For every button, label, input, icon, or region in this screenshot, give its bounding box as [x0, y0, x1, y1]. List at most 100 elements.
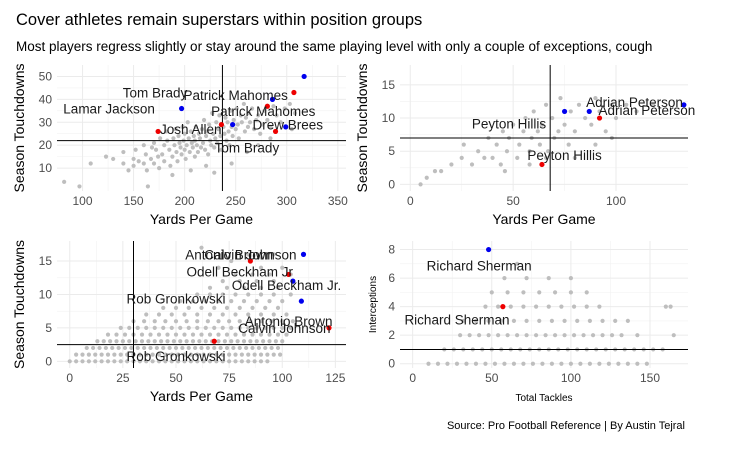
y-tick-label: 0	[45, 354, 52, 368]
background-point	[603, 129, 608, 134]
background-point	[265, 352, 270, 357]
background-point	[439, 169, 444, 174]
background-point	[180, 124, 185, 129]
background-point	[597, 361, 602, 366]
background-point	[502, 361, 507, 366]
background-point	[129, 345, 134, 351]
background-point	[239, 359, 244, 364]
background-point	[193, 345, 198, 351]
background-point	[511, 361, 517, 366]
background-point	[179, 152, 184, 157]
background-point	[489, 290, 494, 295]
background-point	[256, 113, 261, 118]
y-tick-label: 30	[39, 115, 53, 129]
background-point	[186, 345, 191, 351]
background-point	[514, 333, 520, 338]
background-point	[156, 359, 162, 364]
background-point	[514, 261, 520, 266]
background-point	[195, 325, 200, 330]
background-point	[195, 149, 201, 155]
background-point	[190, 299, 196, 304]
background-point	[275, 285, 281, 290]
background-point	[178, 145, 183, 150]
after-cover-point	[286, 271, 292, 278]
figure-caption: Source: Pro Football Reference | By Aust…	[447, 420, 685, 432]
background-point	[258, 265, 264, 270]
background-point	[220, 325, 225, 330]
background-point	[199, 245, 204, 250]
background-point	[144, 325, 149, 330]
background-point	[263, 325, 268, 330]
background-point	[539, 122, 545, 127]
background-point	[112, 359, 117, 364]
background-point	[195, 292, 200, 297]
background-point	[160, 152, 165, 157]
background-point	[663, 304, 668, 309]
figure-subtitle: Most players regress slightly or stay ar…	[16, 39, 652, 54]
background-point	[229, 299, 234, 304]
background-point	[241, 299, 247, 304]
background-point	[222, 339, 227, 344]
background-point	[127, 339, 132, 344]
background-point	[496, 333, 501, 338]
y-tick-label: 0	[388, 357, 395, 371]
background-point	[505, 290, 510, 295]
player-label: Adrian Peterson	[598, 103, 695, 118]
background-point	[271, 279, 276, 284]
background-point	[250, 345, 255, 351]
background-point	[258, 312, 264, 317]
background-point	[182, 312, 187, 317]
background-point	[473, 361, 479, 366]
background-point	[105, 332, 111, 337]
background-point	[120, 339, 125, 344]
background-point	[616, 361, 621, 366]
background-point	[91, 345, 96, 351]
background-point	[523, 115, 528, 121]
background-point	[152, 325, 157, 330]
background-point	[254, 325, 259, 330]
background-point	[188, 352, 193, 357]
background-point	[467, 333, 472, 338]
background-point	[225, 120, 230, 125]
background-point	[230, 133, 235, 139]
background-point	[246, 252, 251, 257]
after-cover-point	[291, 89, 297, 96]
background-point	[157, 165, 162, 171]
background-point	[572, 129, 577, 134]
background-point	[161, 305, 166, 310]
background-point	[212, 345, 217, 351]
before-cover-point	[681, 102, 687, 108]
background-point	[188, 359, 193, 364]
background-point	[262, 108, 267, 113]
background-point	[289, 127, 294, 132]
after-cover-point	[247, 258, 253, 264]
background-point	[178, 325, 183, 330]
background-point	[587, 361, 592, 366]
background-point	[499, 318, 504, 324]
background-point	[244, 149, 250, 155]
background-point	[256, 143, 261, 148]
y-tick-label: 15	[39, 254, 53, 268]
background-point	[86, 352, 91, 357]
background-point	[224, 305, 230, 310]
background-point	[477, 333, 482, 338]
background-point	[275, 345, 281, 351]
background-point	[263, 345, 268, 351]
background-point	[234, 106, 239, 111]
background-point	[139, 339, 145, 344]
background-point	[105, 352, 111, 357]
background-point	[445, 361, 450, 366]
background-point	[159, 339, 164, 344]
background-point	[233, 272, 238, 277]
background-point	[590, 333, 596, 338]
background-point	[473, 318, 479, 324]
background-point	[193, 124, 198, 129]
background-point	[280, 299, 285, 304]
background-point	[148, 332, 153, 337]
background-point	[173, 332, 179, 337]
background-point	[172, 143, 177, 148]
background-point	[597, 109, 602, 114]
background-point	[224, 285, 230, 290]
background-point	[97, 345, 102, 351]
